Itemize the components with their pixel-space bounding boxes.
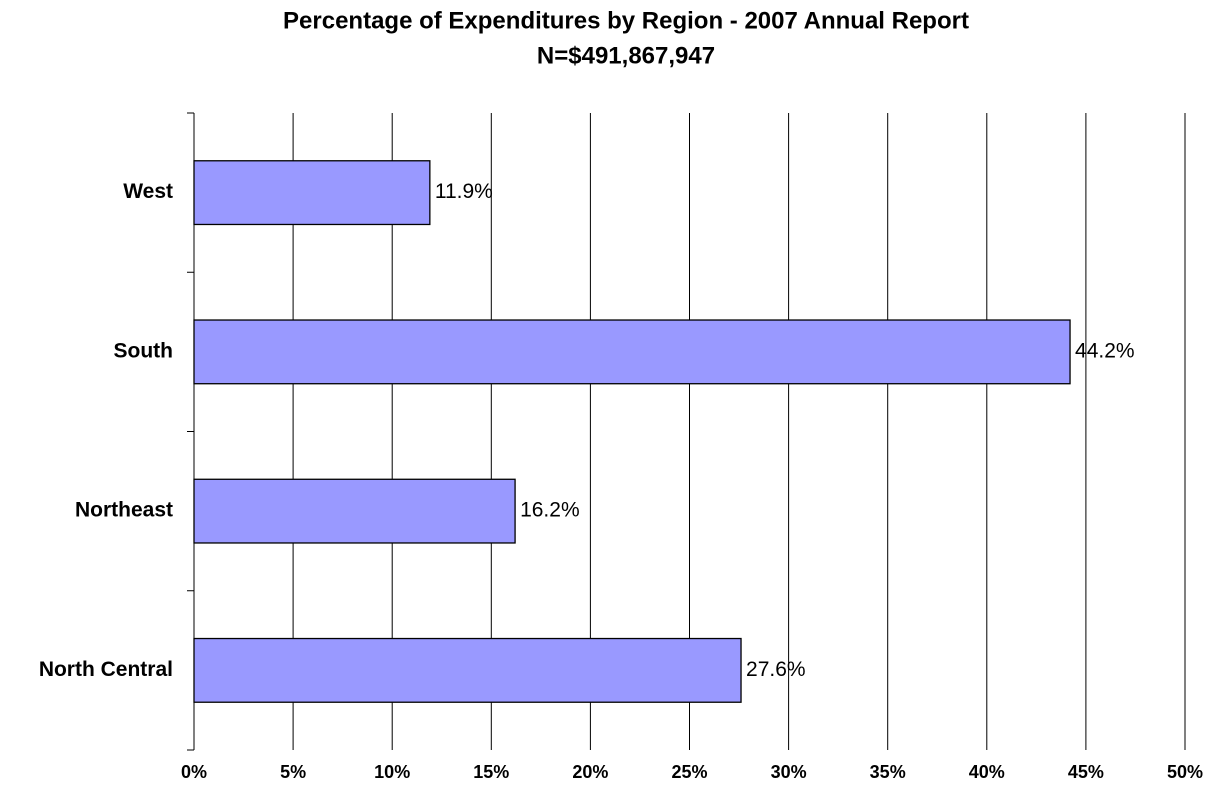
bar [193,637,742,703]
x-tick-label: 45% [1068,762,1104,782]
x-tick-label: 10% [374,762,410,782]
x-tick-label: 50% [1167,762,1203,782]
y-tick-label: South [114,339,173,362]
bar [193,160,431,226]
chart-title: Percentage of Expenditures by Region - 2… [283,7,969,34]
x-tick-label: 20% [572,762,608,782]
value-label: 44.2% [1075,339,1135,362]
chart-subtitle: N=$491,867,947 [537,42,715,69]
value-label: 11.9% [435,180,493,203]
x-tick-label: 30% [771,762,807,782]
x-tick-label: 0% [181,762,207,782]
x-tick-label: 35% [870,762,906,782]
y-tick-label: West [123,180,173,203]
x-tick-label: 5% [280,762,306,782]
value-label: 27.6% [746,658,806,681]
x-tick-label: 40% [969,762,1005,782]
x-tick-label: 25% [671,762,707,782]
y-tick-label: North Central [39,658,173,681]
value-label: 16.2% [520,499,580,522]
bar [193,319,1071,385]
bar [193,478,516,544]
y-tick-label: Northeast [75,499,173,522]
x-tick-label: 15% [473,762,509,782]
